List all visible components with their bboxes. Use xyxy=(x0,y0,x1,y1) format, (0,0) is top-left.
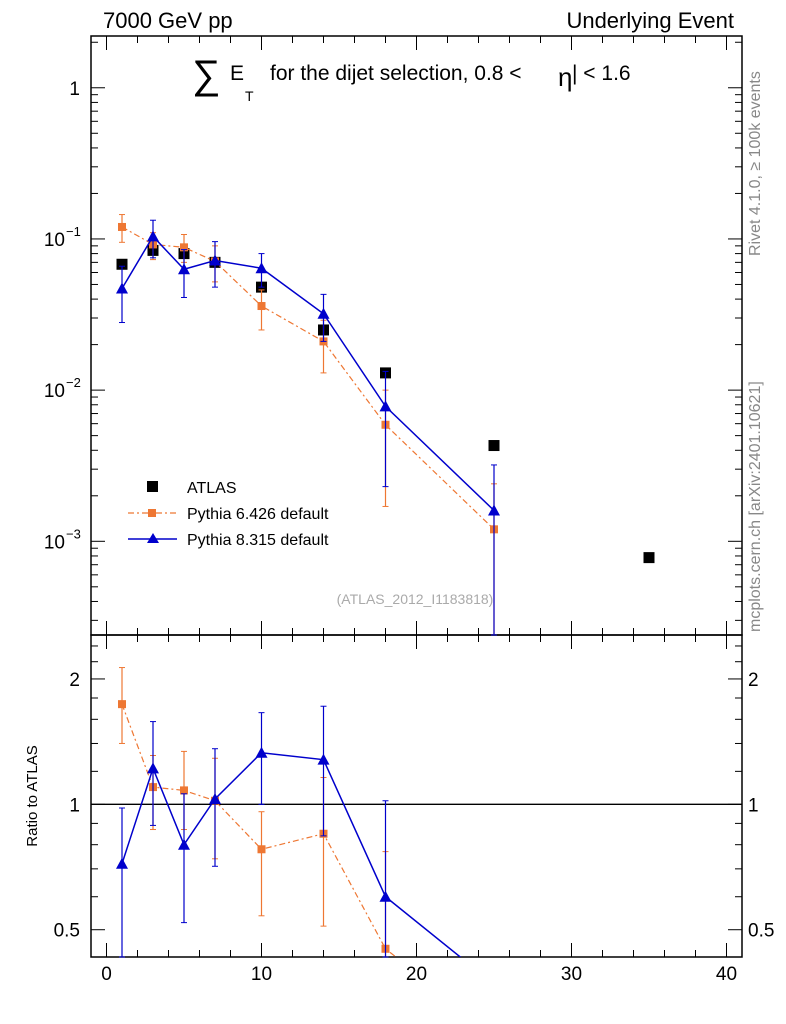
ratio-pythia-8-315-default-point xyxy=(317,753,330,765)
main-atlas-point xyxy=(116,258,128,270)
y-tick-exponent: −1 xyxy=(66,224,81,239)
title-eta: η xyxy=(558,62,572,92)
y-tick-label: 10 xyxy=(44,230,65,251)
legend: ATLAS Pythia 6.426 default Pythia 8.315 … xyxy=(128,480,329,549)
main-axis-ticks: 110−110−210−3 xyxy=(44,36,742,635)
ratio-pythia-8-315-default-point xyxy=(147,762,159,774)
x-tick-label: 40 xyxy=(716,964,737,985)
legend-pythia6-marker xyxy=(148,509,156,517)
ratio-pythia-8-315-default-line xyxy=(121,751,462,957)
main-pythia-8-315-default-line xyxy=(121,235,495,511)
legend-pythia8-label: Pythia 8.315 default xyxy=(187,532,329,549)
title-variable: E xyxy=(230,62,244,85)
ratio-y-tick-label-right: 1 xyxy=(748,795,759,816)
x-tick-label: 0 xyxy=(101,964,112,985)
ratio-data-layer xyxy=(116,667,462,958)
y-tick-label: 1 xyxy=(69,79,80,100)
title-tail: | < 1.6 xyxy=(572,62,631,85)
main-pythia-8-315-default-point xyxy=(255,262,268,274)
main-pythia-8-315-default-point xyxy=(147,230,159,242)
main-atlas-point xyxy=(643,552,655,564)
ratio-pythia-6-426-default-line xyxy=(121,703,397,957)
legend-pythia8-marker xyxy=(147,533,159,543)
ratio-panel-frame xyxy=(90,634,743,958)
ratio-pythia-6-426-default-point xyxy=(257,845,266,854)
legend-atlas-label: ATLAS xyxy=(187,480,237,497)
main-pythia-8-315-default-point xyxy=(209,254,221,266)
legend-atlas-marker xyxy=(147,481,158,492)
main-atlas-point xyxy=(488,440,500,452)
x-tick-label: 30 xyxy=(561,964,582,985)
ratio-pythia-8-315-default-point xyxy=(116,857,128,869)
y-tick-label: 10 xyxy=(44,381,65,402)
title-text: for the dijet selection, 0.8 < xyxy=(270,62,522,85)
y-tick-exponent: −3 xyxy=(66,526,81,541)
ratio-pythia-8-315-default-point xyxy=(178,838,190,850)
ratio-pythia-8-315-default-point xyxy=(255,746,268,758)
main-chart-title: ∑ E T for the dijet selection, 0.8 < η |… xyxy=(192,53,631,104)
ratio-y-tick-label: 2 xyxy=(69,670,80,691)
main-pythia-6-426-default-point xyxy=(257,302,266,311)
legend-pythia6-label: Pythia 6.426 default xyxy=(187,506,329,523)
main-data-layer xyxy=(116,214,655,636)
main-pythia-8-315-default-point xyxy=(317,307,330,319)
main-pythia-8-315-default-point xyxy=(178,263,190,275)
main-pythia-6-426-default-line xyxy=(121,226,495,530)
title-subscript: T xyxy=(245,88,254,104)
ratio-y-tick-label: 1 xyxy=(69,795,80,816)
y-tick-exponent: −2 xyxy=(66,375,81,390)
ratio-y-tick-label-right: 0.5 xyxy=(748,921,774,942)
ratio-pythia-8-315-default-point xyxy=(209,792,221,804)
title-sum-symbol: ∑ xyxy=(192,53,221,97)
main-pythia-6-426-default-point xyxy=(180,243,188,252)
main-pythia-8-315-default-point xyxy=(379,400,392,412)
header-left: 7000 GeV pp xyxy=(103,8,233,33)
main-pythia-8-315-default-point xyxy=(116,282,128,294)
main-pythia-6-426-default-point xyxy=(118,222,126,231)
main-pythia-8-315-default-point xyxy=(488,504,500,516)
x-tick-label: 20 xyxy=(406,964,427,985)
ratio-pythia-8-315-default-point xyxy=(379,890,392,902)
ratio-y-tick-label: 0.5 xyxy=(54,921,80,942)
header-right: Underlying Event xyxy=(566,8,734,33)
ratio-pythia-6-426-default-point xyxy=(180,786,188,795)
ratio-pythia-6-426-default-point xyxy=(118,700,126,709)
ratio-axis-ticks: 0 10 20 30 40 2 2 1 1 0.5 0.5 xyxy=(54,635,774,985)
y-tick-label: 10 xyxy=(44,532,65,553)
ratio-y-tick-label-right: 2 xyxy=(748,670,759,691)
ratio-y-axis-label: Ratio to ATLAS xyxy=(24,745,41,846)
x-tick-label: 10 xyxy=(251,964,272,985)
analysis-watermark: (ATLAS_2012_I1183818) xyxy=(337,591,494,607)
